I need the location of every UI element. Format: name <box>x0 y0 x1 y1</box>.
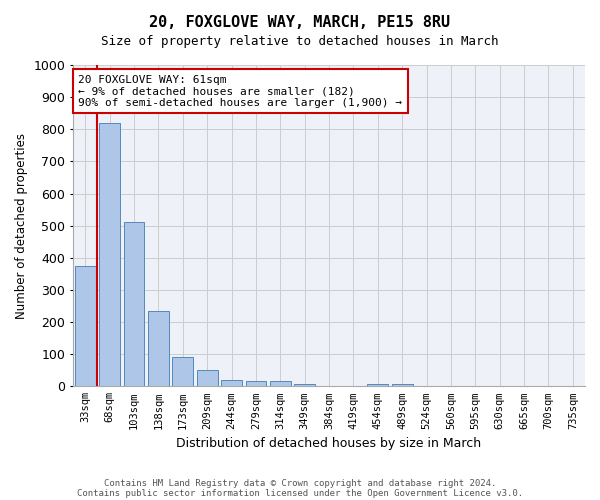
Text: Contains HM Land Registry data © Crown copyright and database right 2024.: Contains HM Land Registry data © Crown c… <box>104 478 496 488</box>
Bar <box>124 222 145 386</box>
Bar <box>245 382 266 386</box>
Bar <box>294 384 315 386</box>
Bar <box>270 382 290 386</box>
Text: 20, FOXGLOVE WAY, MARCH, PE15 8RU: 20, FOXGLOVE WAY, MARCH, PE15 8RU <box>149 15 451 30</box>
Text: Contains public sector information licensed under the Open Government Licence v3: Contains public sector information licen… <box>77 488 523 498</box>
Bar <box>367 384 388 386</box>
Bar <box>172 358 193 386</box>
Text: 20 FOXGLOVE WAY: 61sqm
← 9% of detached houses are smaller (182)
90% of semi-det: 20 FOXGLOVE WAY: 61sqm ← 9% of detached … <box>78 74 402 108</box>
Bar <box>221 380 242 386</box>
Bar <box>197 370 218 386</box>
X-axis label: Distribution of detached houses by size in March: Distribution of detached houses by size … <box>176 437 482 450</box>
Bar <box>99 123 120 386</box>
Bar <box>392 384 413 386</box>
Bar <box>148 311 169 386</box>
Text: Size of property relative to detached houses in March: Size of property relative to detached ho… <box>101 35 499 48</box>
Bar <box>75 266 95 386</box>
Y-axis label: Number of detached properties: Number of detached properties <box>15 132 28 318</box>
